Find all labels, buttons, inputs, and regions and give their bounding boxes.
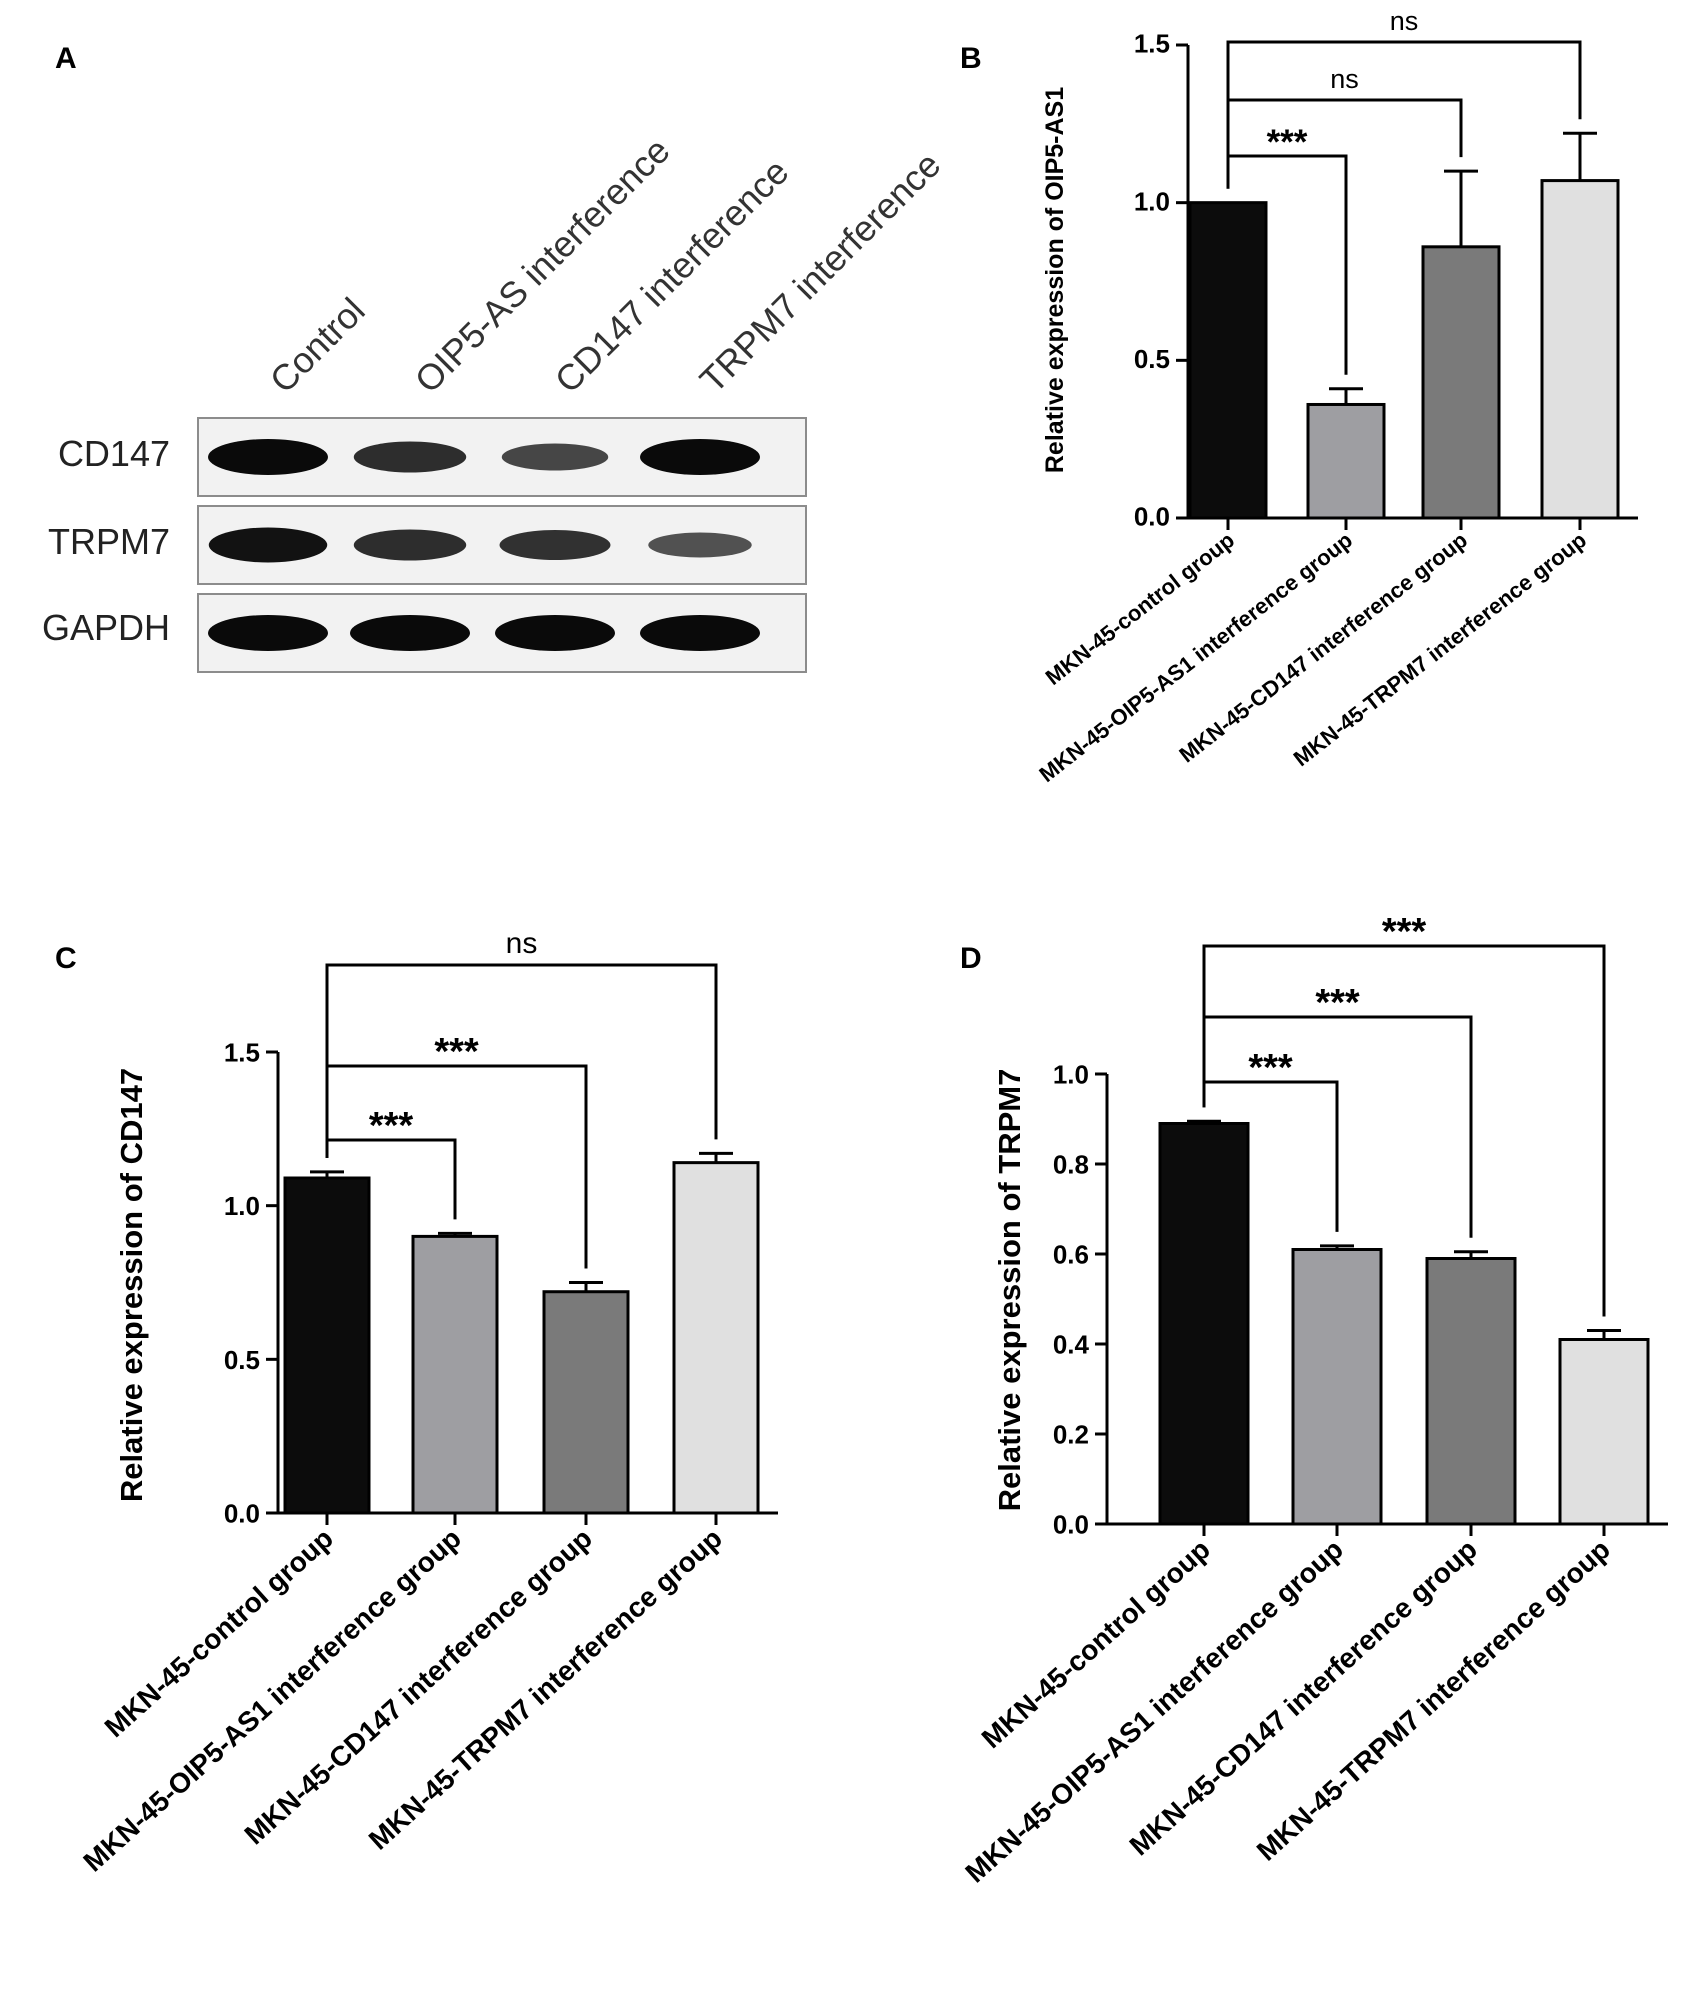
blot-lane-label: TRPM7 interference <box>692 144 949 401</box>
bar <box>1188 201 1268 520</box>
significance-bracket <box>1202 944 1606 1317</box>
chart-panel-d: 0.0 0.2 0.4 0.6 0.8 1.0 Relative expression of… <box>959 911 1668 1889</box>
y-tick-label: 0.8 <box>1053 1149 1089 1179</box>
blot-lane-label: OIP5-AS interference <box>407 130 678 401</box>
blot-band <box>640 439 760 475</box>
blot-band <box>208 439 328 475</box>
blot-band <box>208 527 328 563</box>
blot-band <box>501 443 609 471</box>
blot-row-label: GAPDH <box>42 607 170 648</box>
y-tick-label: 1.0 <box>1134 186 1170 216</box>
western-blot: Control OIP5-AS interference CD147 inter… <box>42 130 949 673</box>
chart-panel-c: 0.0 0.5 1.0 1.5 Relative expression of CD147… <box>77 927 778 1878</box>
bar <box>542 1290 630 1515</box>
bar <box>1558 1338 1650 1526</box>
y-tick-label: 0.2 <box>1053 1419 1089 1449</box>
significance-label: ns <box>1390 6 1419 36</box>
y-tick-label: 1.0 <box>224 1191 260 1221</box>
y-tick-label: 0.0 <box>1053 1509 1089 1539</box>
y-tick-label: 0.5 <box>1134 344 1170 374</box>
blot-band <box>350 615 470 651</box>
y-axis-label: Relative expression of OIP5-AS1 <box>1041 87 1069 473</box>
bar <box>1291 1248 1383 1526</box>
significance-label: *** <box>1248 1047 1293 1089</box>
significance-bracket <box>325 963 718 1158</box>
bar <box>411 1234 499 1515</box>
blot-band <box>495 615 615 651</box>
bar <box>672 1161 760 1515</box>
significance-label: *** <box>1315 982 1360 1024</box>
y-tick-label: 1.0 <box>1053 1059 1089 1089</box>
blot-band <box>208 615 328 651</box>
y-tick-label: 1.5 <box>1134 29 1170 59</box>
panel-letter-a: A <box>55 42 77 75</box>
significance-label: *** <box>369 1105 414 1147</box>
significance-label: ns <box>506 927 538 960</box>
x-category-label: MKN-45-control group <box>1041 527 1239 690</box>
bar <box>1421 245 1501 520</box>
blot-band <box>353 441 467 473</box>
significance-label: ns <box>1330 64 1359 94</box>
y-tick-label: 0.6 <box>1053 1239 1089 1269</box>
blot-band <box>499 530 611 560</box>
y-axis-label: Relative expression of TRPM7 <box>992 1069 1027 1512</box>
panel-letter-d: D <box>960 942 982 975</box>
bar <box>1158 1122 1250 1526</box>
blot-band <box>353 529 467 561</box>
y-tick-label: 1.5 <box>224 1037 260 1067</box>
blot-lane-label: Control <box>262 290 373 401</box>
y-tick-label: 0.0 <box>224 1498 260 1528</box>
chart-panel-b: 0.0 0.5 1.0 1.5 Relative expression of OIP5-… <box>1034 6 1638 787</box>
bar <box>1306 402 1386 520</box>
y-tick-label: 0.5 <box>224 1345 260 1375</box>
x-category-label: MKN-45-control group <box>99 1522 339 1743</box>
blot-row-label: CD147 <box>58 433 170 474</box>
significance-label: *** <box>1267 123 1308 162</box>
y-axis-label: Relative expression of CD147 <box>114 1068 149 1502</box>
y-tick-label: 0.4 <box>1053 1329 1090 1359</box>
panel-letter-c: C <box>55 942 77 975</box>
significance-label: *** <box>1382 911 1427 953</box>
panel-letter-b: B <box>960 42 982 75</box>
blot-row-label: TRPM7 <box>48 521 170 562</box>
significance-label: *** <box>434 1031 479 1073</box>
x-category-label: MKN-45-control group <box>976 1533 1216 1754</box>
bar <box>283 1176 371 1515</box>
bar <box>1425 1257 1517 1526</box>
bar <box>1540 179 1620 520</box>
blot-band <box>648 532 752 558</box>
blot-band <box>640 615 760 651</box>
y-tick-label: 0.0 <box>1134 502 1170 532</box>
blot-lane-label: CD147 interference <box>547 151 797 401</box>
significance-bracket <box>1226 40 1582 189</box>
